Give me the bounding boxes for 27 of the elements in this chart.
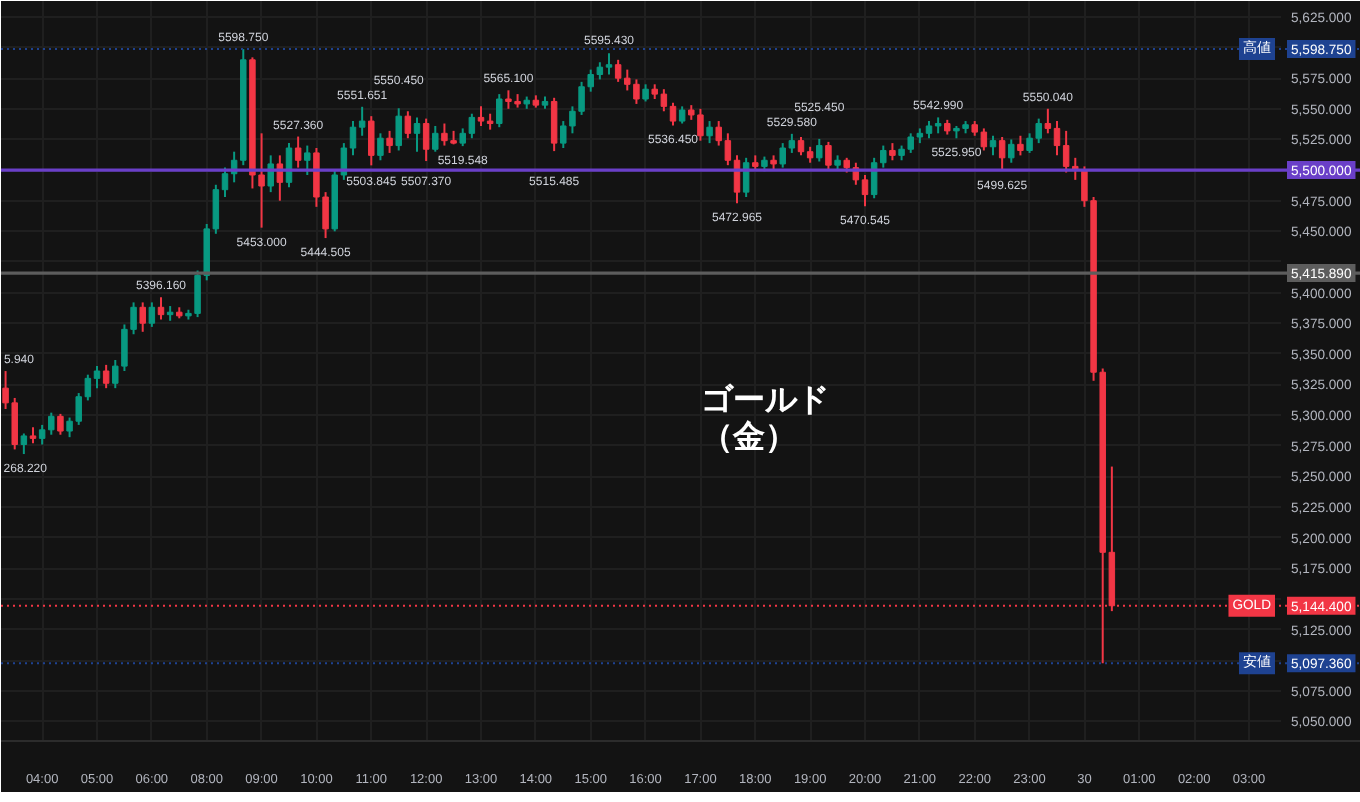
text: ゴールド [701, 381, 830, 418]
candlestick [20, 432, 28, 456]
candlestick [368, 115, 375, 167]
candlestick [998, 135, 1006, 172]
text: （金） [701, 418, 798, 455]
candlestick [139, 301, 146, 333]
candlestick [395, 107, 402, 152]
candlestick [422, 117, 430, 163]
candlestick [496, 93, 503, 129]
candlestick [706, 120, 713, 145]
candlestick [816, 137, 823, 163]
candlestick [294, 135, 302, 169]
candlestick [102, 363, 110, 390]
candlestick [148, 301, 156, 328]
candlestick [1008, 138, 1015, 164]
candlestick [413, 116, 421, 153]
candlestick [157, 296, 165, 321]
candlestick [377, 132, 384, 162]
candlestick [550, 96, 558, 153]
candlestick [386, 129, 393, 154]
candlestick [304, 144, 311, 176]
candlestick [825, 140, 832, 172]
candlestick [1017, 134, 1024, 157]
candlestick [57, 412, 64, 436]
candlestick [404, 110, 412, 140]
candlestick [989, 134, 997, 157]
candlestick [432, 124, 439, 153]
